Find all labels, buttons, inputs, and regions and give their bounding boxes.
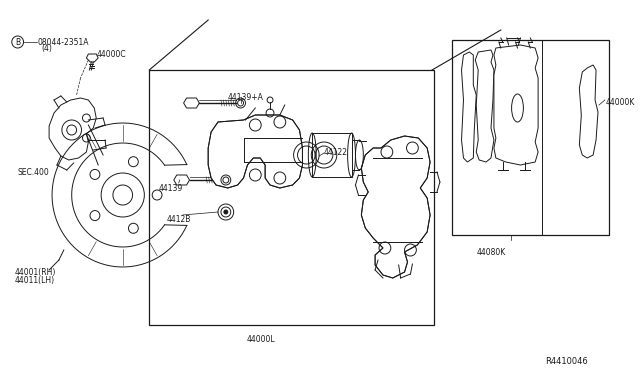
Text: (4): (4) bbox=[41, 44, 52, 53]
Text: SEC.400: SEC.400 bbox=[18, 168, 49, 177]
Text: 08044-2351A: 08044-2351A bbox=[37, 38, 89, 47]
Text: 4412B: 4412B bbox=[167, 215, 191, 224]
Polygon shape bbox=[86, 54, 98, 62]
Bar bbox=[452, 40, 609, 235]
Polygon shape bbox=[579, 65, 598, 158]
Text: 44139+A: 44139+A bbox=[228, 93, 264, 102]
Text: 44080K: 44080K bbox=[476, 248, 506, 257]
Polygon shape bbox=[476, 50, 494, 162]
Bar bbox=[149, 70, 434, 325]
Text: R4410046: R4410046 bbox=[545, 357, 588, 366]
Text: 44122: 44122 bbox=[324, 148, 348, 157]
Polygon shape bbox=[208, 115, 303, 188]
Text: 44139: 44139 bbox=[159, 184, 183, 193]
Bar bbox=[312, 133, 351, 177]
Polygon shape bbox=[461, 52, 476, 162]
Text: 44000K: 44000K bbox=[606, 98, 636, 107]
Text: 44000L: 44000L bbox=[247, 335, 275, 344]
Polygon shape bbox=[362, 136, 430, 278]
Text: 44001(RH): 44001(RH) bbox=[15, 268, 56, 277]
Text: B: B bbox=[15, 38, 20, 46]
Text: 44000C: 44000C bbox=[96, 50, 126, 59]
Circle shape bbox=[224, 210, 228, 214]
Polygon shape bbox=[494, 45, 538, 165]
Text: 44011(LH): 44011(LH) bbox=[15, 276, 55, 285]
